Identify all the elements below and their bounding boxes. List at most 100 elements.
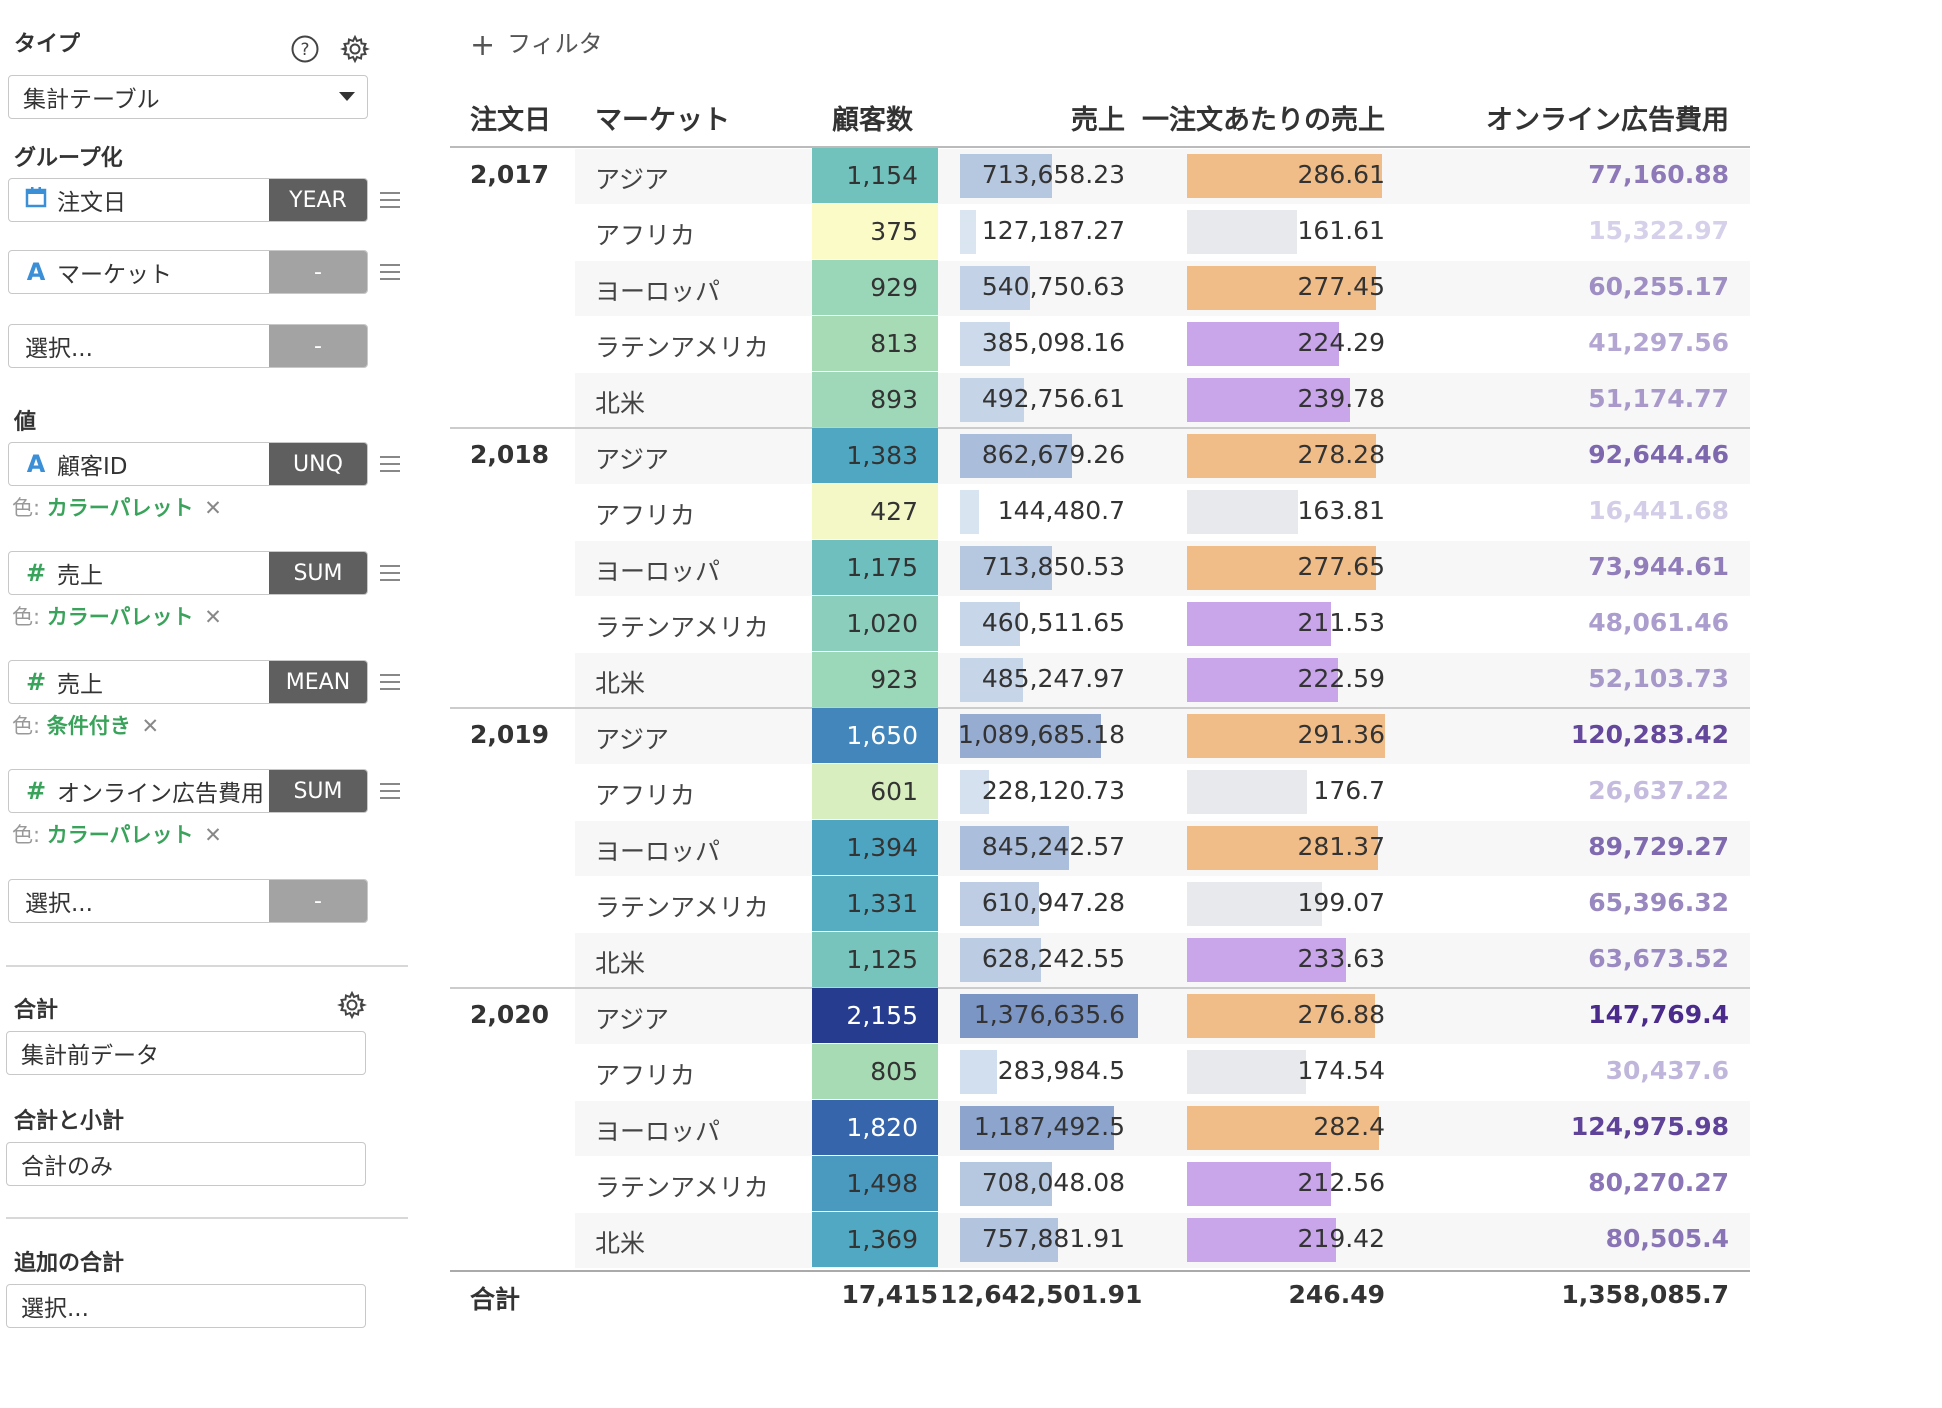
gear-icon[interactable] <box>337 990 367 1020</box>
group-agg-button[interactable]: YEAR <box>269 179 367 221</box>
extra-total-heading: 追加の合計 <box>14 1251 125 1276</box>
customer-count-cell: 893 <box>812 372 938 427</box>
sales-per-order-bar <box>1187 1218 1336 1262</box>
header-market[interactable]: マーケット <box>595 105 730 136</box>
close-icon[interactable]: ✕ <box>141 714 160 738</box>
header-customers[interactable]: 顧客数 <box>832 105 913 136</box>
value-field-customer-id[interactable]: A 顧客ID UNQ <box>8 442 368 486</box>
drag-handle-icon[interactable] <box>380 565 400 586</box>
close-icon[interactable]: ✕ <box>204 823 222 847</box>
drag-handle-icon[interactable] <box>380 674 400 695</box>
header-divider <box>450 146 1750 148</box>
customer-count-cell: 375 <box>812 204 938 259</box>
number-type-icon: # <box>25 668 47 696</box>
sales-per-order-bar <box>1187 1106 1379 1150</box>
sales-bar <box>960 266 1030 310</box>
customer-count-cell: 1,650 <box>812 708 938 763</box>
sales-per-order-bar <box>1187 714 1385 758</box>
total-divider <box>450 1270 1750 1272</box>
conditional-color-link[interactable]: 条件付き <box>46 714 131 738</box>
customer-count-cell: 601 <box>812 764 938 819</box>
gear-icon[interactable] <box>340 34 370 64</box>
value-agg-button[interactable]: SUM <box>269 770 367 812</box>
sales-bar <box>960 714 1101 758</box>
value-agg-button[interactable]: UNQ <box>269 443 367 485</box>
group-field-label: マーケット <box>57 262 172 288</box>
group-agg-button[interactable]: - <box>269 325 367 367</box>
sales-per-order-bar <box>1187 154 1382 198</box>
drag-handle-icon[interactable] <box>380 264 400 285</box>
header-sales[interactable]: 売上 <box>1071 105 1125 136</box>
type-select[interactable]: 集計テーブル <box>8 75 368 119</box>
group-field-market[interactable]: A マーケット - <box>8 250 368 294</box>
sales-bar <box>960 770 989 814</box>
group-agg-button[interactable]: - <box>269 251 367 293</box>
sales-per-order-cell: 277.45 <box>1297 272 1385 301</box>
close-icon[interactable]: ✕ <box>204 605 222 629</box>
total-source-select[interactable]: 集計前データ <box>6 1031 366 1075</box>
ad-cost-cell: 147,769.4 <box>1588 1000 1729 1029</box>
sales-per-order-cell: 282.4 <box>1313 1112 1385 1141</box>
sales-cell: 385,098.16 <box>981 328 1125 357</box>
add-filter-button[interactable]: + フィルタ <box>470 24 603 63</box>
filter-label: フィルタ <box>507 30 603 58</box>
sales-bar <box>960 434 1072 478</box>
drag-handle-icon[interactable] <box>380 192 400 213</box>
customer-count-cell: 1,175 <box>812 540 938 595</box>
group-field-order-date[interactable]: 注文日 YEAR <box>8 178 368 222</box>
color-palette-link[interactable]: カラーパレット <box>46 605 194 629</box>
extra-total-value: 選択... <box>21 1296 89 1322</box>
header-sales-per-order[interactable]: 一注文あたりの売上 <box>1142 105 1385 136</box>
customer-count-cell: 1,020 <box>812 596 938 651</box>
type-heading: タイプ <box>14 32 81 57</box>
value-agg-button[interactable]: SUM <box>269 552 367 594</box>
sales-bar <box>960 1050 997 1094</box>
sales-cell: 1,089,685.18 <box>958 720 1125 749</box>
color-palette-link[interactable]: カラーパレット <box>46 823 194 847</box>
sales-per-order-bar <box>1187 1050 1306 1094</box>
table-row <box>575 373 1750 428</box>
calendar-icon <box>21 185 51 215</box>
value-field-sales-mean[interactable]: # 売上 MEAN <box>8 660 368 704</box>
value-field-ad-cost[interactable]: # オンライン広告費用 SUM <box>8 769 368 813</box>
table-row <box>575 653 1750 708</box>
sales-per-order-bar <box>1187 658 1338 702</box>
value-field-select[interactable]: 選択... - <box>8 879 368 923</box>
help-icon[interactable]: ? <box>290 34 320 64</box>
color-setting: 色: カラーパレット ✕ <box>12 601 222 631</box>
number-type-icon: # <box>25 777 47 805</box>
sales-per-order-cell: 224.29 <box>1297 328 1385 357</box>
sales-cell: 610,947.28 <box>981 888 1125 917</box>
value-agg-button[interactable]: MEAN <box>269 661 367 703</box>
divider <box>6 965 408 967</box>
sales-per-order-bar <box>1187 994 1375 1038</box>
drag-handle-icon[interactable] <box>380 783 400 804</box>
close-icon[interactable]: ✕ <box>204 496 222 520</box>
sales-cell: 144,480.7 <box>997 496 1125 525</box>
divider <box>6 1217 408 1219</box>
value-field-label: 売上 <box>57 563 103 589</box>
color-palette-link[interactable]: カラーパレット <box>46 496 194 520</box>
group-field-select[interactable]: 選択... - <box>8 324 368 368</box>
header-online-ad-cost[interactable]: オンライン広告費用 <box>1486 105 1729 136</box>
market-cell: ヨーロッパ <box>595 837 721 866</box>
customer-count-cell: 923 <box>812 652 938 707</box>
sales-per-order-bar <box>1187 322 1339 366</box>
customer-count-cell: 805 <box>812 1044 938 1099</box>
sales-bar <box>960 154 1052 198</box>
extra-total-select[interactable]: 選択... <box>6 1284 366 1328</box>
sales-per-order-cell: 211.53 <box>1297 608 1385 637</box>
total-sales-per-order: 246.49 <box>1288 1280 1385 1309</box>
header-order-date[interactable]: 注文日 <box>470 105 551 136</box>
market-cell: 北米 <box>595 389 646 418</box>
sales-bar <box>960 826 1069 870</box>
value-agg-button[interactable]: - <box>269 880 367 922</box>
ad-cost-cell: 52,103.73 <box>1588 664 1729 693</box>
drag-handle-icon[interactable] <box>380 456 400 477</box>
sales-bar <box>960 378 1024 422</box>
value-field-label: 顧客ID <box>57 454 128 480</box>
sales-cell: 1,187,492.5 <box>973 1112 1125 1141</box>
sales-per-order-bar <box>1187 602 1331 646</box>
subtotal-select[interactable]: 合計のみ <box>6 1142 366 1186</box>
value-field-sales-sum[interactable]: # 売上 SUM <box>8 551 368 595</box>
